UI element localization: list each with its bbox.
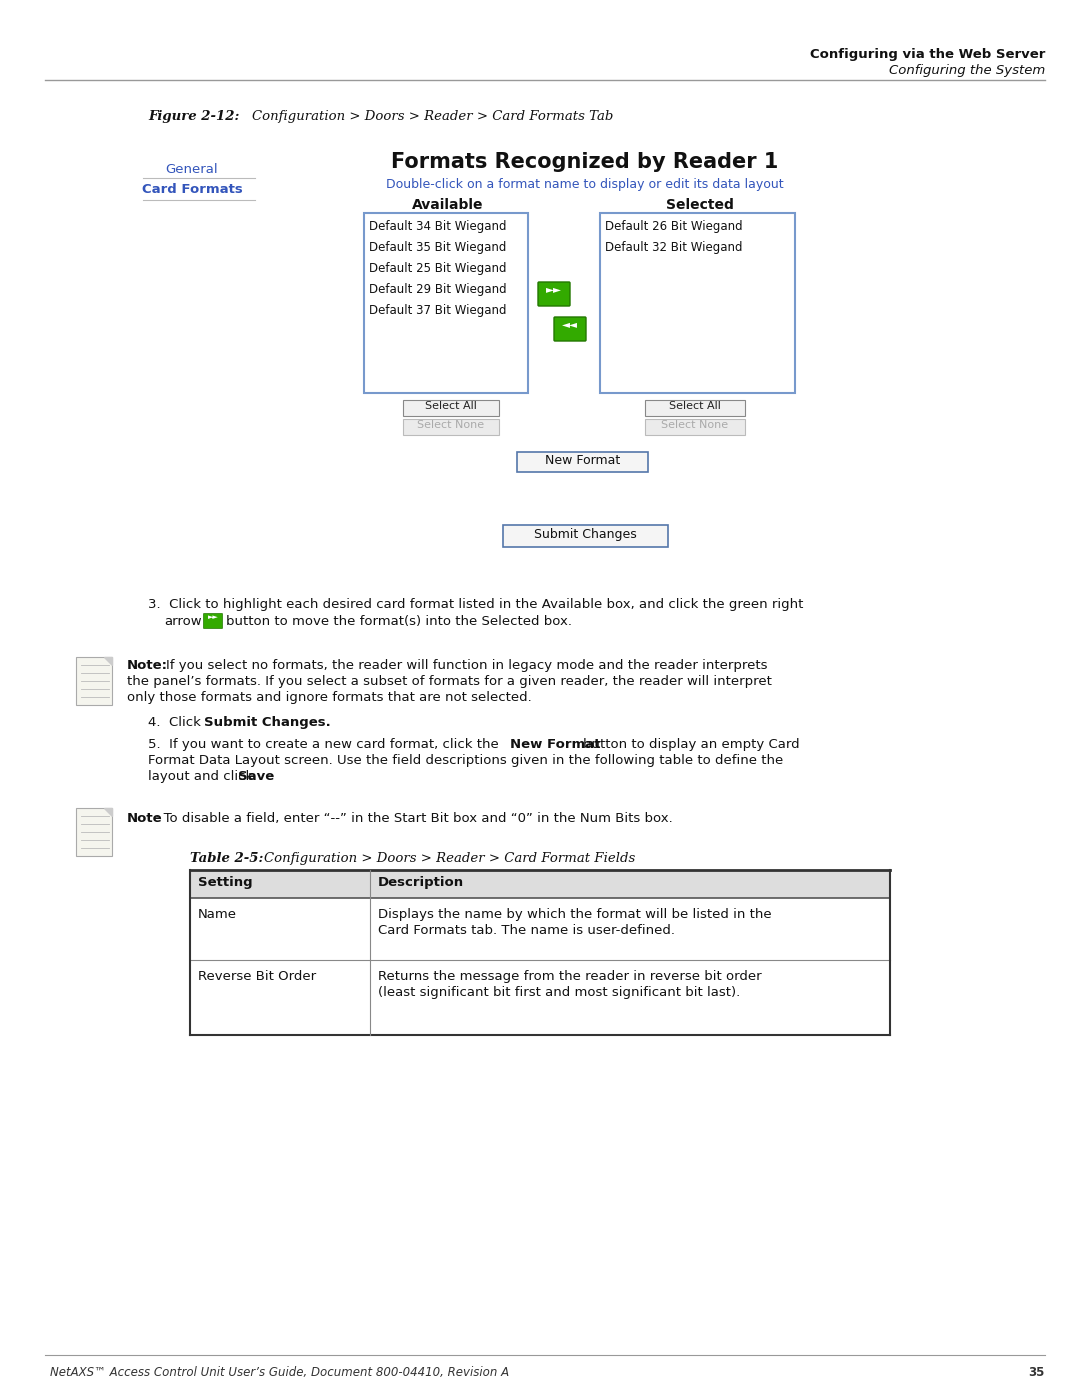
Text: Format Data Layout screen. Use the field descriptions given in the following tab: Format Data Layout screen. Use the field… [148, 754, 783, 767]
Text: ►►: ►► [546, 284, 562, 293]
Text: Displays the name by which the format will be listed in the: Displays the name by which the format wi… [378, 908, 771, 921]
Text: Select All: Select All [426, 401, 477, 411]
Text: 35: 35 [1028, 1366, 1045, 1379]
Text: Formats Recognized by Reader 1: Formats Recognized by Reader 1 [391, 152, 779, 172]
Text: General: General [165, 163, 218, 176]
Text: Configuring via the Web Server: Configuring via the Web Server [810, 47, 1045, 61]
FancyBboxPatch shape [645, 419, 745, 434]
Text: Double-click on a format name to display or edit its data layout: Double-click on a format name to display… [387, 177, 784, 191]
FancyBboxPatch shape [203, 613, 222, 629]
FancyBboxPatch shape [645, 400, 745, 416]
Text: Default 32 Bit Wiegand: Default 32 Bit Wiegand [605, 242, 743, 254]
Text: Configuring the System: Configuring the System [889, 64, 1045, 77]
Text: (least significant bit first and most significant bit last).: (least significant bit first and most si… [378, 986, 740, 999]
Text: button to display an empty Card: button to display an empty Card [583, 738, 799, 752]
Text: Default 34 Bit Wiegand: Default 34 Bit Wiegand [369, 219, 507, 233]
FancyBboxPatch shape [600, 212, 795, 393]
Text: Default 37 Bit Wiegand: Default 37 Bit Wiegand [369, 305, 507, 317]
Text: 5.  If you want to create a new card format, click the: 5. If you want to create a new card form… [148, 738, 503, 752]
Text: layout and click: layout and click [148, 770, 257, 782]
Text: If you select no formats, the reader will function in legacy mode and the reader: If you select no formats, the reader wil… [166, 659, 768, 672]
Text: only those formats and ignore formats that are not selected.: only those formats and ignore formats th… [127, 692, 531, 704]
FancyBboxPatch shape [76, 807, 112, 856]
FancyBboxPatch shape [517, 453, 648, 472]
Text: Default 26 Bit Wiegand: Default 26 Bit Wiegand [605, 219, 743, 233]
Text: Note: Note [127, 812, 163, 826]
Text: Figure 2-12:: Figure 2-12: [148, 110, 240, 123]
Text: : To disable a field, enter “--” in the Start Bit box and “0” in the Num Bits bo: : To disable a field, enter “--” in the … [156, 812, 673, 826]
FancyBboxPatch shape [403, 419, 499, 434]
FancyBboxPatch shape [403, 400, 499, 416]
Text: Default 35 Bit Wiegand: Default 35 Bit Wiegand [369, 242, 507, 254]
Text: Setting: Setting [198, 876, 253, 888]
Text: the panel’s formats. If you select a subset of formats for a given reader, the r: the panel’s formats. If you select a sub… [127, 675, 772, 687]
Polygon shape [104, 807, 112, 816]
FancyBboxPatch shape [503, 525, 669, 548]
FancyBboxPatch shape [364, 212, 528, 393]
Text: Table 2-5:: Table 2-5: [190, 852, 264, 865]
Text: Submit Changes.: Submit Changes. [204, 717, 330, 729]
Text: Name: Name [198, 908, 237, 921]
Text: New Format: New Format [510, 738, 600, 752]
Text: Default 25 Bit Wiegand: Default 25 Bit Wiegand [369, 263, 507, 275]
Text: ◄◄: ◄◄ [562, 319, 578, 330]
Text: 3.  Click to highlight each desired card format listed in the Available box, and: 3. Click to highlight each desired card … [148, 598, 804, 610]
Text: NetAXS™ Access Control Unit User’s Guide, Document 800-04410, Revision A: NetAXS™ Access Control Unit User’s Guide… [50, 1366, 509, 1379]
FancyBboxPatch shape [554, 317, 586, 341]
FancyBboxPatch shape [190, 870, 890, 898]
Text: Card Formats: Card Formats [141, 183, 242, 196]
Text: Selected: Selected [666, 198, 734, 212]
Text: Available: Available [413, 198, 484, 212]
Text: ►►: ►► [207, 615, 218, 620]
Text: New Format: New Format [545, 454, 620, 467]
Text: Default 29 Bit Wiegand: Default 29 Bit Wiegand [369, 284, 507, 296]
Text: Configuration > Doors > Reader > Card Formats Tab: Configuration > Doors > Reader > Card Fo… [252, 110, 613, 123]
Text: button to move the format(s) into the Selected box.: button to move the format(s) into the Se… [226, 615, 572, 629]
Text: arrow: arrow [164, 615, 202, 629]
Text: Returns the message from the reader in reverse bit order: Returns the message from the reader in r… [378, 970, 761, 983]
Text: Submit Changes: Submit Changes [535, 528, 637, 541]
Text: Reverse Bit Order: Reverse Bit Order [198, 970, 316, 983]
FancyBboxPatch shape [76, 657, 112, 705]
FancyBboxPatch shape [538, 282, 570, 306]
Text: Configuration > Doors > Reader > Card Format Fields: Configuration > Doors > Reader > Card Fo… [264, 852, 635, 865]
Text: Note:: Note: [127, 659, 168, 672]
Text: 4.  Click: 4. Click [148, 717, 205, 729]
Text: .: . [268, 770, 272, 782]
Text: Select All: Select All [670, 401, 721, 411]
Polygon shape [104, 657, 112, 665]
Text: Description: Description [378, 876, 464, 888]
Text: Save: Save [238, 770, 274, 782]
Text: Select None: Select None [661, 420, 729, 430]
Text: Card Formats tab. The name is user-defined.: Card Formats tab. The name is user-defin… [378, 923, 675, 937]
Text: Select None: Select None [418, 420, 485, 430]
